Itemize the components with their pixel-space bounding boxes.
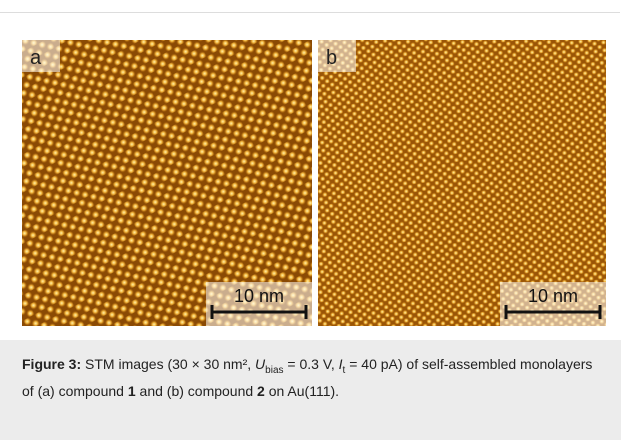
page: a 10 nm b 10 nm Figure 3: STM images (30… <box>0 0 621 440</box>
panel-label: b <box>326 47 337 69</box>
panel-a: a 10 nm <box>22 40 312 326</box>
compound-number: 1 <box>128 383 136 399</box>
figure-images: a 10 nm b 10 nm <box>0 0 621 340</box>
caption-symbol: U <box>255 356 265 372</box>
panel-label: a <box>30 47 42 69</box>
figure-caption: Figure 3: STM images (30 × 30 nm², Ubias… <box>0 340 621 440</box>
caption-text: on Au(111). <box>265 383 339 399</box>
caption-text: STM images (30 × 30 nm², <box>85 356 255 372</box>
caption-subscript: bias <box>265 365 283 376</box>
scale-bar-label: 10 nm <box>528 286 578 306</box>
scale-bar-label: 10 nm <box>234 286 284 306</box>
caption-text: and (b) compound <box>136 383 257 399</box>
caption-label: Figure 3: <box>22 356 81 372</box>
panel-b: b 10 nm <box>318 40 606 326</box>
caption-text: = 0.3 V, <box>284 356 339 372</box>
compound-number: 2 <box>257 383 265 399</box>
